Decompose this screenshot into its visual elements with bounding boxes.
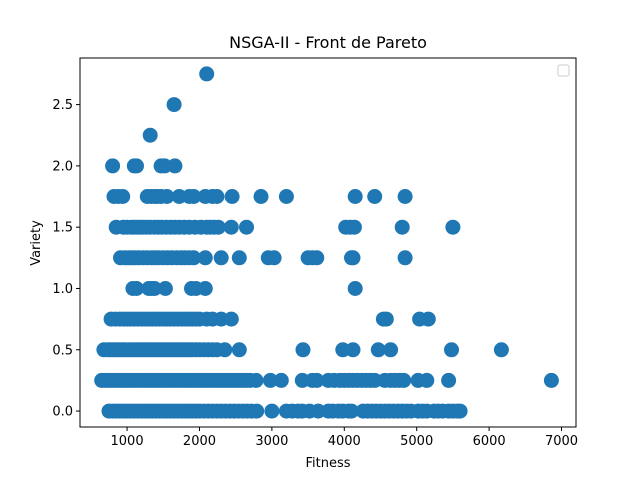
data-point [231, 342, 247, 358]
x-tick-label: 3000 [255, 434, 288, 449]
y-tick-label: 0.0 [52, 405, 73, 420]
y-tick-label: 1.5 [52, 221, 73, 236]
data-point [493, 342, 509, 358]
data-point [441, 372, 457, 388]
data-point [209, 189, 225, 204]
data-point [262, 372, 278, 388]
data-point [344, 403, 359, 419]
y-tick-label: 2.5 [52, 98, 73, 113]
data-point [397, 189, 413, 204]
data-point [309, 372, 325, 388]
y-axis-label: Variety [29, 220, 44, 266]
data-point [159, 189, 175, 204]
data-point [147, 281, 163, 296]
data-point [367, 189, 383, 204]
legend-box [557, 64, 570, 77]
data-point [231, 250, 247, 266]
y-axis: 0.0 0.5 1.0 1.5 2.0 2.5 [52, 98, 80, 420]
y-tick-label: 1.0 [52, 282, 73, 297]
data-point [166, 97, 182, 113]
data-point [394, 219, 410, 235]
data-point [157, 281, 173, 296]
x-axis: 1000 2000 3000 4000 5000 6000 7000 [111, 427, 578, 449]
y-tick-label: 2.0 [52, 159, 73, 174]
x-tick-label: 1000 [111, 434, 144, 449]
data-point [186, 250, 202, 266]
x-tick-label: 5000 [400, 434, 433, 449]
data-point [105, 158, 121, 174]
data-point [186, 189, 202, 204]
data-point [396, 372, 412, 388]
data-point [223, 311, 239, 327]
y-tick-label: 0.5 [52, 343, 73, 358]
data-point [253, 189, 269, 204]
data-point [197, 281, 213, 296]
data-point [248, 372, 264, 388]
chart-title: NSGA-II - Front de Pareto [229, 33, 427, 52]
data-point [217, 342, 233, 358]
x-tick-label: 7000 [545, 434, 578, 449]
data-point [210, 219, 226, 235]
data-point [378, 311, 394, 327]
data-point [142, 127, 158, 143]
data-point [264, 403, 280, 419]
x-axis-label: Fitness [305, 456, 350, 471]
data-point [167, 158, 183, 174]
data-point [346, 219, 362, 235]
data-point [115, 189, 131, 204]
data-point [445, 219, 461, 235]
x-tick-label: 6000 [473, 434, 506, 449]
data-point [452, 403, 468, 419]
data-point [543, 372, 559, 388]
data-point [295, 342, 311, 358]
data-point [213, 250, 229, 266]
data-point [129, 281, 144, 296]
data-point [444, 342, 459, 358]
data-point [249, 403, 265, 419]
data-point [347, 281, 363, 296]
data-point [224, 189, 240, 204]
x-tick-label: 4000 [328, 434, 361, 449]
data-point [223, 219, 239, 235]
data-point [197, 250, 213, 266]
data-point [383, 342, 399, 358]
data-point [345, 250, 361, 266]
data-point [129, 158, 144, 174]
points-layer [94, 66, 559, 419]
data-point [278, 189, 294, 204]
data-point [397, 250, 413, 266]
data-point [345, 342, 361, 358]
data-point [266, 250, 282, 266]
data-point [309, 250, 325, 266]
data-point [199, 66, 215, 82]
data-point [420, 311, 436, 327]
data-point [239, 219, 254, 235]
x-tick-label: 2000 [183, 434, 216, 449]
data-point [347, 189, 363, 204]
plot-area-frame [79, 57, 577, 428]
data-point [419, 372, 435, 388]
data-point [273, 372, 289, 388]
data-point [370, 342, 386, 358]
